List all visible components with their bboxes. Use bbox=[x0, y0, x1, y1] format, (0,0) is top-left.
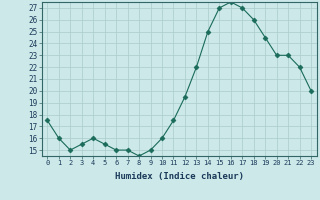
X-axis label: Humidex (Indice chaleur): Humidex (Indice chaleur) bbox=[115, 172, 244, 181]
